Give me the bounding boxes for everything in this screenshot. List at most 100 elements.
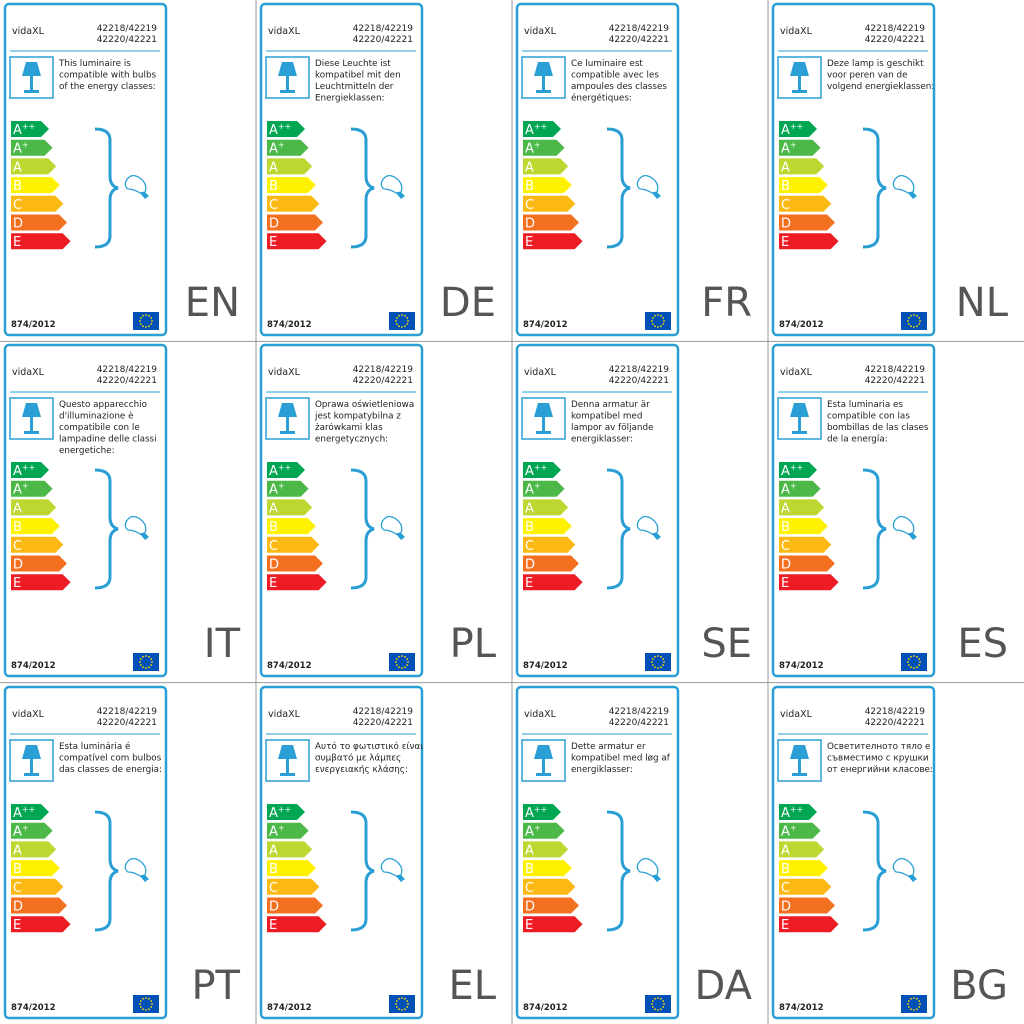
class-letter: A [781,806,790,821]
eu-star [142,325,144,328]
eu-star [401,667,403,669]
class-letter: E [13,576,21,591]
eu-star [404,997,406,1000]
class-letter: A [525,123,534,138]
class-letter: C [269,198,278,213]
class-letter: D [781,900,791,915]
eu-star [145,1009,147,1011]
energy-class: E [781,576,789,591]
eu-star [918,1000,921,1002]
energy-class-arrow [11,121,49,137]
class-letter: A [525,142,534,157]
eu-flag [389,312,415,330]
energy-class-arrow [779,480,821,497]
energy-class: A+ [269,824,285,840]
energy-class-arrow [523,233,583,250]
description: Questo apparecchio [59,400,147,410]
description: от енергийни класове: [827,765,933,775]
energy-class-arrow [11,860,60,877]
eu-star [148,666,150,669]
energy-class-arrow [523,574,583,591]
energy-class: A [781,160,790,175]
class-letter: D [13,558,23,573]
description: d'illuminazione è [59,411,134,422]
class-letter: A [13,806,22,821]
brand: vidaXL [780,26,813,37]
class-superscript: + [790,141,797,150]
class-superscript: ++ [790,122,803,131]
class-letter: A [781,501,790,516]
eu-star [401,314,403,316]
class-letter: A [13,464,22,479]
bulb-base [140,192,149,199]
product-code: 42218/42219 [609,365,670,375]
eu-star [654,314,656,317]
product-code: 42218/42219 [353,365,414,375]
brace [350,468,375,590]
energy-class: C [525,881,534,896]
energy-class-arrow [779,195,832,212]
eu-star [145,667,147,669]
eu-star [910,325,912,328]
energy-class-arrow [267,139,309,156]
eu-star [907,661,909,663]
energy-class: A+ [269,482,285,498]
energy-class-arrow [779,139,821,156]
class-letter: D [781,558,791,573]
eu-star [145,314,147,316]
energy-class-arrow [523,195,576,212]
energy-class-arrow [779,536,832,553]
energy-class-arrow [523,139,565,156]
language-code: EN [185,280,240,326]
product-code: 42220/42221 [353,718,413,728]
eu-star [662,317,665,319]
energy-class-arrow [779,518,828,535]
class-letter: D [525,558,535,573]
energy-class-arrow [267,121,305,137]
eu-star [395,323,398,325]
energy-class: D [13,558,23,573]
eu-star [918,317,921,319]
energy-class-arrow [267,233,327,250]
eu-flag [645,653,671,671]
eu-star [913,667,915,669]
eu-star [139,664,142,666]
product-code: 42220/42221 [865,718,925,728]
brace [862,127,887,249]
energy-class-arrow [11,822,53,839]
lamp-icon [534,745,553,776]
eu-flag [645,312,671,330]
brand: vidaXL [524,26,557,37]
eu-flag [901,995,927,1013]
language-code: NL [956,280,1009,326]
brace [606,127,631,249]
energy-class-arrow [267,480,309,497]
eu-star [660,1008,662,1011]
language-code: PT [191,963,240,1009]
energy-class: D [269,217,279,232]
class-letter: A [13,123,22,138]
class-letter: A [525,160,534,175]
eu-star [395,317,398,319]
eu-star [651,1000,654,1002]
brace [94,468,119,590]
brace [606,810,631,932]
eu-flag [901,653,927,671]
brace [94,127,119,249]
eu-star [142,666,144,669]
energy-class-arrow [267,878,320,895]
class-letter: D [269,900,279,915]
energy-class-arrow [779,158,825,175]
eu-star [398,325,400,328]
class-letter: D [525,900,535,915]
eu-star [662,664,665,666]
eu-star [657,1009,659,1011]
eu-star [918,323,921,325]
regulation: 874/2012 [779,1003,824,1013]
energy-class-arrow [779,574,839,591]
